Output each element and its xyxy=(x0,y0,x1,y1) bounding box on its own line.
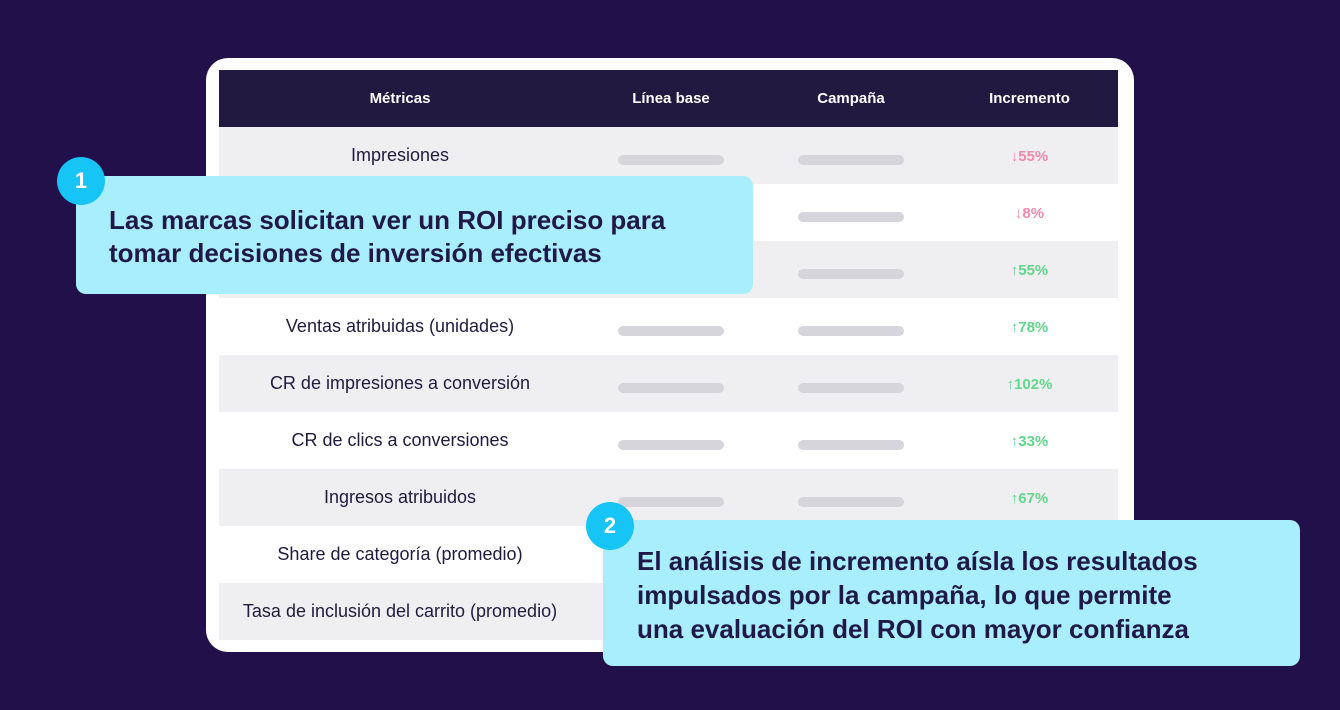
metric-name: Ingresos atribuidos xyxy=(323,487,477,507)
callout-text: Las marcas solicitan ver un ROI preciso … xyxy=(109,204,665,270)
table-row: CR de clics a conversiones ↑33% xyxy=(219,412,1118,469)
increment-value: ↑67% xyxy=(1010,490,1049,507)
callout-incrementality: El análisis de incremento aísla los resu… xyxy=(603,520,1300,666)
callout-line: tomar decisiones de inversión efectivas xyxy=(109,238,602,268)
step-badge: 1 xyxy=(57,157,105,205)
header-metricas: Métricas xyxy=(369,90,431,107)
increment-value: ↓55% xyxy=(1010,148,1049,165)
table-row: Ingresos atribuidos ↑67% xyxy=(219,469,1118,526)
table-row: Ventas atribuidas (unidades) ↑78% xyxy=(219,298,1118,355)
campaign-placeholder xyxy=(798,439,904,450)
table-header: Métricas Línea base Campaña Incremento xyxy=(219,70,1118,127)
table-row: CR de impresiones a conversión ↑102% xyxy=(219,355,1118,412)
baseline-placeholder xyxy=(618,325,724,336)
metric-name: CR de impresiones a conversión xyxy=(269,373,531,393)
callout-line: Las marcas solicitan ver un ROI preciso … xyxy=(109,205,666,235)
metric-name: Ventas atribuidas (unidades) xyxy=(285,316,515,336)
baseline-placeholder xyxy=(618,439,724,450)
callout-text: El análisis de incremento aísla los resu… xyxy=(637,544,1198,646)
table-row: Impresiones ↓55% xyxy=(219,127,1118,184)
increment-value: ↑102% xyxy=(1006,376,1053,393)
metric-name: CR de clics a conversiones xyxy=(291,430,509,450)
header-linea-base: Línea base xyxy=(632,90,710,107)
callout-line: El análisis de incremento aísla los resu… xyxy=(637,546,1198,576)
callout-line: impulsados por la campaña, lo que permit… xyxy=(637,580,1172,610)
baseline-placeholder xyxy=(618,382,724,393)
table-row: Share de categoría (promedio) xyxy=(219,526,1118,583)
callout-roi-request: Las marcas solicitan ver un ROI preciso … xyxy=(76,176,753,294)
campaign-placeholder xyxy=(798,382,904,393)
campaign-placeholder xyxy=(798,496,904,507)
increment-value: ↑55% xyxy=(1010,262,1049,279)
increment-value: ↑33% xyxy=(1010,433,1049,450)
metric-name: Impresiones xyxy=(350,145,450,165)
campaign-placeholder xyxy=(798,325,904,336)
baseline-placeholder xyxy=(618,154,724,165)
metric-name: Share de categoría (promedio) xyxy=(277,544,523,564)
campaign-placeholder xyxy=(798,268,904,279)
header-campana: Campaña xyxy=(817,90,885,107)
callout-line: una evaluación del ROI con mayor confian… xyxy=(637,614,1189,644)
header-incremento: Incremento xyxy=(989,90,1070,107)
campaign-placeholder xyxy=(798,211,904,222)
increment-value: ↓8% xyxy=(1014,205,1045,222)
campaign-placeholder xyxy=(798,154,904,165)
step-badge: 2 xyxy=(586,502,634,550)
increment-value: ↑78% xyxy=(1010,319,1049,336)
metric-name: Tasa de inclusión del carrito (promedio) xyxy=(242,601,558,621)
baseline-placeholder xyxy=(618,496,724,507)
